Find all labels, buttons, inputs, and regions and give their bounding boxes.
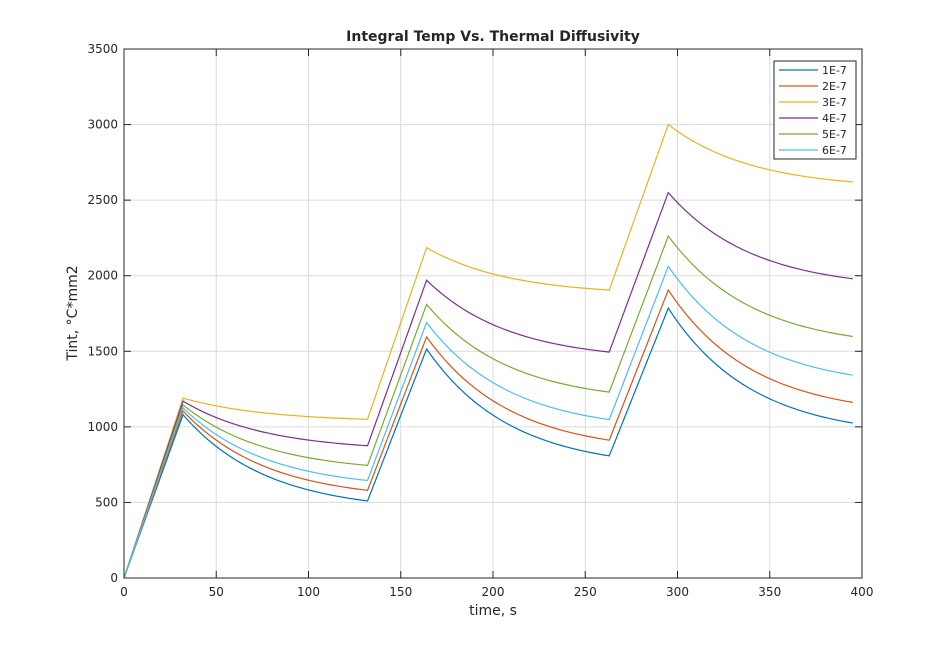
chart-title: Integral Temp Vs. Thermal Diffusivity [346,29,640,45]
series-line-5E-7 [123,234,853,579]
y-axis-title: Tint, °C*mm2 [65,265,81,361]
x-tick-label: 350 [758,585,781,599]
y-tick-label: 3000 [87,118,118,132]
y-tick-label: 3500 [87,42,118,56]
y-tick-label: 1000 [87,420,118,434]
series-line-3E-7 [123,123,853,579]
x-tick-label: 50 [209,585,224,599]
legend-box [773,60,857,160]
legend-label: 4E-7 [822,112,847,125]
x-tick-label: 100 [297,585,320,599]
y-tick-label: 2500 [87,193,118,207]
x-tick-label: 0 [120,585,128,599]
y-tick-label: 0 [110,571,118,585]
series-line-1E-7 [123,306,853,579]
axis-ticks: 0 50 100 150 200 250 300 350 400 0 500 1000 1500 2000… [87,42,873,599]
y-tick-label: 1500 [87,344,118,358]
x-tick-label: 250 [574,585,597,599]
series-lines [123,123,853,579]
x-axis-title: time, s [469,603,517,619]
legend-label: 3E-7 [822,96,847,109]
legend: 1E-7 2E-7 3E-7 4E-7 5E-7 6E-7 [773,60,857,160]
legend-label: 6E-7 [822,144,847,157]
y-tick-label: 2000 [87,269,118,283]
y-tick-label: 500 [95,495,118,509]
x-tick-label: 150 [389,585,412,599]
x-tick-label: 200 [482,585,505,599]
legend-label: 1E-7 [822,64,847,77]
legend-label: 2E-7 [822,80,847,93]
series-line-6E-7 [123,265,853,579]
series-line-4E-7 [123,191,853,579]
x-tick-label: 400 [851,585,874,599]
series-line-2E-7 [123,288,853,579]
x-tick-label: 300 [666,585,689,599]
legend-label: 5E-7 [822,128,847,141]
grid-lines [124,49,862,578]
